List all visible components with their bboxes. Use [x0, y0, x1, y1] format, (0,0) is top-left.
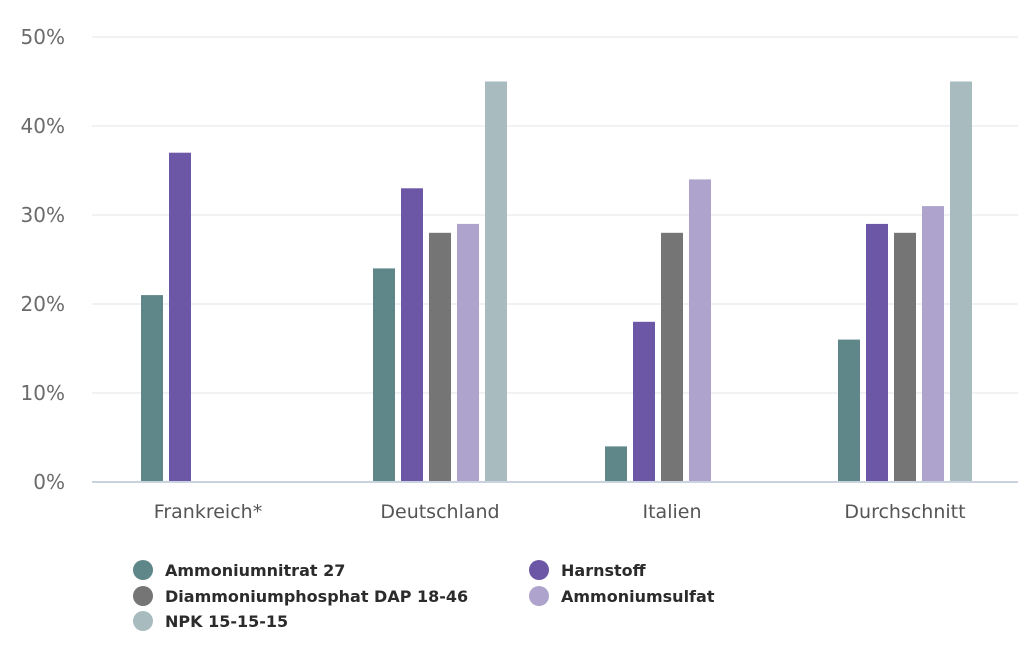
x-category-label: Frankreich*	[154, 501, 262, 523]
x-category-label: Deutschland	[380, 501, 499, 523]
x-category-label: Durchschnitt	[844, 501, 965, 523]
y-tick-label: 0%	[33, 470, 65, 494]
y-tick-label: 20%	[21, 292, 65, 316]
bar-italien-series-0	[605, 446, 627, 482]
bar-durchschnitt-series-3	[922, 206, 944, 482]
y-tick-label: 50%	[21, 25, 65, 49]
bar-durchschnitt-series-4	[950, 81, 972, 482]
bar-deutschland-series-3	[457, 223, 479, 482]
bar-deutschland-series-1	[401, 188, 423, 483]
x-category-label: Italien	[643, 501, 702, 523]
bars	[141, 81, 972, 483]
bar-italien-series-2	[661, 232, 683, 482]
bar-deutschland-series-0	[373, 268, 395, 482]
bar-durchschnitt-series-0	[838, 339, 860, 482]
y-tick-label: 30%	[21, 203, 65, 227]
bar-frankreich-series-0	[141, 295, 163, 482]
y-tick-label: 40%	[21, 114, 65, 138]
bar-durchschnitt-series-2	[894, 232, 916, 482]
bar-deutschland-series-4	[485, 81, 507, 482]
bar-deutschland-series-2	[429, 232, 451, 482]
y-axis-tick-labels: 0% 10% 20% 30% 40% 50%	[21, 25, 65, 494]
y-tick-label: 10%	[21, 381, 65, 405]
bar-frankreich-series-1	[169, 152, 191, 482]
bar-italien-series-1	[633, 321, 655, 482]
gridlines	[92, 36, 1018, 394]
bar-italien-series-3	[689, 179, 711, 482]
x-axis-category-labels: Frankreich* Deutschland Italien Durchschnit…	[154, 501, 966, 523]
bar-durchschnitt-series-1	[866, 223, 888, 482]
